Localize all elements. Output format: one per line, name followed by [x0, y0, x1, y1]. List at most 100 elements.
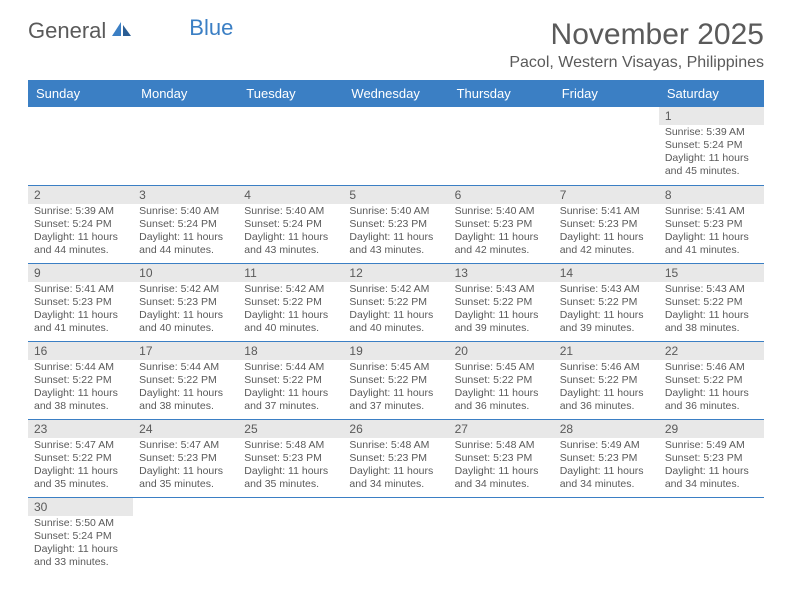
- weekday-header: Saturday: [659, 80, 764, 107]
- day-content: Sunrise: 5:40 AMSunset: 5:24 PMDaylight:…: [238, 204, 343, 261]
- day-number: 18: [238, 342, 343, 360]
- calendar-cell: 24Sunrise: 5:47 AMSunset: 5:23 PMDayligh…: [133, 419, 238, 497]
- calendar-cell-empty: [554, 497, 659, 575]
- calendar-cell: 9Sunrise: 5:41 AMSunset: 5:23 PMDaylight…: [28, 263, 133, 341]
- calendar-cell: 7Sunrise: 5:41 AMSunset: 5:23 PMDaylight…: [554, 185, 659, 263]
- day-content: Sunrise: 5:46 AMSunset: 5:22 PMDaylight:…: [659, 360, 764, 417]
- calendar-cell: 19Sunrise: 5:45 AMSunset: 5:22 PMDayligh…: [343, 341, 448, 419]
- calendar-cell: 23Sunrise: 5:47 AMSunset: 5:22 PMDayligh…: [28, 419, 133, 497]
- day-number: 14: [554, 264, 659, 282]
- day-content: Sunrise: 5:47 AMSunset: 5:23 PMDaylight:…: [133, 438, 238, 495]
- calendar-cell: 5Sunrise: 5:40 AMSunset: 5:23 PMDaylight…: [343, 185, 448, 263]
- day-number: 4: [238, 186, 343, 204]
- day-number: 28: [554, 420, 659, 438]
- weekday-header: Thursday: [449, 80, 554, 107]
- calendar-row: 9Sunrise: 5:41 AMSunset: 5:23 PMDaylight…: [28, 263, 764, 341]
- calendar-cell: 22Sunrise: 5:46 AMSunset: 5:22 PMDayligh…: [659, 341, 764, 419]
- day-content: Sunrise: 5:40 AMSunset: 5:24 PMDaylight:…: [133, 204, 238, 261]
- day-content: Sunrise: 5:48 AMSunset: 5:23 PMDaylight:…: [449, 438, 554, 495]
- calendar-row: 1Sunrise: 5:39 AMSunset: 5:24 PMDaylight…: [28, 107, 764, 185]
- calendar-cell-empty: [133, 497, 238, 575]
- day-number: 1: [659, 107, 764, 125]
- day-content: Sunrise: 5:46 AMSunset: 5:22 PMDaylight:…: [554, 360, 659, 417]
- day-content: Sunrise: 5:41 AMSunset: 5:23 PMDaylight:…: [554, 204, 659, 261]
- day-number: 6: [449, 186, 554, 204]
- calendar-cell: 18Sunrise: 5:44 AMSunset: 5:22 PMDayligh…: [238, 341, 343, 419]
- day-content: Sunrise: 5:49 AMSunset: 5:23 PMDaylight:…: [659, 438, 764, 495]
- sail-icon: [111, 18, 133, 44]
- day-content: Sunrise: 5:39 AMSunset: 5:24 PMDaylight:…: [659, 125, 764, 182]
- calendar-row: 23Sunrise: 5:47 AMSunset: 5:22 PMDayligh…: [28, 419, 764, 497]
- day-content: Sunrise: 5:48 AMSunset: 5:23 PMDaylight:…: [238, 438, 343, 495]
- day-content: Sunrise: 5:43 AMSunset: 5:22 PMDaylight:…: [449, 282, 554, 339]
- day-number: 5: [343, 186, 448, 204]
- calendar-cell: 17Sunrise: 5:44 AMSunset: 5:22 PMDayligh…: [133, 341, 238, 419]
- logo-text-1: General: [28, 18, 106, 44]
- calendar-cell-empty: [554, 107, 659, 185]
- location: Pacol, Western Visayas, Philippines: [509, 54, 764, 72]
- day-number: 9: [28, 264, 133, 282]
- logo: General Blue: [28, 18, 233, 44]
- calendar-cell: 8Sunrise: 5:41 AMSunset: 5:23 PMDaylight…: [659, 185, 764, 263]
- day-number: 27: [449, 420, 554, 438]
- day-content: Sunrise: 5:40 AMSunset: 5:23 PMDaylight:…: [343, 204, 448, 261]
- calendar-cell: 14Sunrise: 5:43 AMSunset: 5:22 PMDayligh…: [554, 263, 659, 341]
- calendar-cell: 3Sunrise: 5:40 AMSunset: 5:24 PMDaylight…: [133, 185, 238, 263]
- day-number: 20: [449, 342, 554, 360]
- weekday-header: Tuesday: [238, 80, 343, 107]
- calendar-cell: 15Sunrise: 5:43 AMSunset: 5:22 PMDayligh…: [659, 263, 764, 341]
- day-number: 23: [28, 420, 133, 438]
- day-number: 11: [238, 264, 343, 282]
- calendar-cell-empty: [659, 497, 764, 575]
- day-content: Sunrise: 5:48 AMSunset: 5:23 PMDaylight:…: [343, 438, 448, 495]
- logo-text-2: Blue: [189, 15, 233, 41]
- day-number: 17: [133, 342, 238, 360]
- day-content: Sunrise: 5:42 AMSunset: 5:22 PMDaylight:…: [238, 282, 343, 339]
- day-content: Sunrise: 5:42 AMSunset: 5:23 PMDaylight:…: [133, 282, 238, 339]
- day-number: 2: [28, 186, 133, 204]
- day-content: Sunrise: 5:50 AMSunset: 5:24 PMDaylight:…: [28, 516, 133, 573]
- calendar-cell-empty: [449, 497, 554, 575]
- weekday-header: Friday: [554, 80, 659, 107]
- calendar-cell-empty: [238, 107, 343, 185]
- calendar-cell: 4Sunrise: 5:40 AMSunset: 5:24 PMDaylight…: [238, 185, 343, 263]
- day-number: 29: [659, 420, 764, 438]
- calendar-cell: 28Sunrise: 5:49 AMSunset: 5:23 PMDayligh…: [554, 419, 659, 497]
- day-content: Sunrise: 5:41 AMSunset: 5:23 PMDaylight:…: [659, 204, 764, 261]
- calendar-table: SundayMondayTuesdayWednesdayThursdayFrid…: [28, 80, 764, 575]
- day-number: 30: [28, 498, 133, 516]
- calendar-cell-empty: [238, 497, 343, 575]
- calendar-row: 2Sunrise: 5:39 AMSunset: 5:24 PMDaylight…: [28, 185, 764, 263]
- calendar-cell: 30Sunrise: 5:50 AMSunset: 5:24 PMDayligh…: [28, 497, 133, 575]
- calendar-row: 30Sunrise: 5:50 AMSunset: 5:24 PMDayligh…: [28, 497, 764, 575]
- month-title: November 2025: [509, 18, 764, 52]
- calendar-cell: 1Sunrise: 5:39 AMSunset: 5:24 PMDaylight…: [659, 107, 764, 185]
- day-number: 16: [28, 342, 133, 360]
- calendar-header-row: SundayMondayTuesdayWednesdayThursdayFrid…: [28, 80, 764, 107]
- day-content: Sunrise: 5:45 AMSunset: 5:22 PMDaylight:…: [449, 360, 554, 417]
- day-content: Sunrise: 5:39 AMSunset: 5:24 PMDaylight:…: [28, 204, 133, 261]
- day-content: Sunrise: 5:43 AMSunset: 5:22 PMDaylight:…: [659, 282, 764, 339]
- day-content: Sunrise: 5:44 AMSunset: 5:22 PMDaylight:…: [238, 360, 343, 417]
- calendar-cell: 10Sunrise: 5:42 AMSunset: 5:23 PMDayligh…: [133, 263, 238, 341]
- calendar-cell: 2Sunrise: 5:39 AMSunset: 5:24 PMDaylight…: [28, 185, 133, 263]
- calendar-cell: 12Sunrise: 5:42 AMSunset: 5:22 PMDayligh…: [343, 263, 448, 341]
- calendar-cell: 13Sunrise: 5:43 AMSunset: 5:22 PMDayligh…: [449, 263, 554, 341]
- calendar-cell: 29Sunrise: 5:49 AMSunset: 5:23 PMDayligh…: [659, 419, 764, 497]
- calendar-cell-empty: [343, 107, 448, 185]
- day-number: 21: [554, 342, 659, 360]
- calendar-cell: 11Sunrise: 5:42 AMSunset: 5:22 PMDayligh…: [238, 263, 343, 341]
- calendar-cell-empty: [343, 497, 448, 575]
- calendar-cell: 26Sunrise: 5:48 AMSunset: 5:23 PMDayligh…: [343, 419, 448, 497]
- day-number: 13: [449, 264, 554, 282]
- day-number: 3: [133, 186, 238, 204]
- calendar-cell: 27Sunrise: 5:48 AMSunset: 5:23 PMDayligh…: [449, 419, 554, 497]
- weekday-header: Wednesday: [343, 80, 448, 107]
- calendar-cell: 20Sunrise: 5:45 AMSunset: 5:22 PMDayligh…: [449, 341, 554, 419]
- page-header: General Blue November 2025 Pacol, Wester…: [28, 18, 764, 72]
- calendar-row: 16 Sunrise: 5:44 AMSunset: 5:22 PMDayligh…: [28, 341, 764, 419]
- calendar-cell-empty: [133, 107, 238, 185]
- day-number: 26: [343, 420, 448, 438]
- calendar-cell: 6Sunrise: 5:40 AMSunset: 5:23 PMDaylight…: [449, 185, 554, 263]
- calendar-cell-empty: [449, 107, 554, 185]
